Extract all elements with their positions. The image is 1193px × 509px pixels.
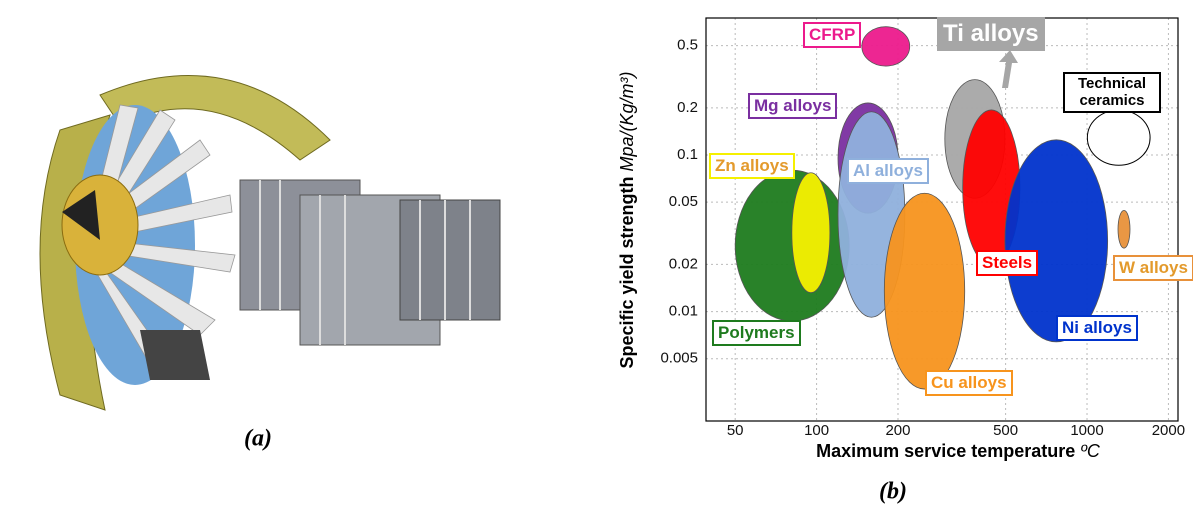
region-label: Technical ceramics bbox=[1063, 72, 1161, 113]
region bbox=[883, 192, 966, 390]
region-label: Zn alloys bbox=[709, 153, 795, 179]
region-label: Cu alloys bbox=[925, 370, 1013, 396]
region-label: Ti alloys bbox=[937, 17, 1045, 51]
x-axis-label: Maximum service temperature ºC bbox=[816, 441, 1101, 461]
x-tick-label: 2000 bbox=[1152, 422, 1185, 439]
region bbox=[1004, 139, 1109, 343]
ticks: 50 100 200 500 1000 2000 0.005 0.01 0.02 0.05 0.1 0… bbox=[660, 37, 1185, 439]
x-tick-label: 200 bbox=[885, 422, 910, 439]
x-tick-label: 1000 bbox=[1070, 422, 1103, 439]
caption-b: (b) bbox=[879, 479, 907, 505]
region-label: Ni alloys bbox=[1056, 315, 1138, 341]
region-label: Mg alloys bbox=[748, 93, 838, 119]
y-tick-label: 0.02 bbox=[669, 255, 698, 272]
y-label-text: Specific yield strength bbox=[617, 176, 637, 368]
x-tick-label: 50 bbox=[727, 422, 744, 439]
region bbox=[791, 172, 831, 294]
x-tick-label: 100 bbox=[804, 422, 829, 439]
y-tick-label: 0.005 bbox=[660, 350, 698, 367]
y-tick-label: 0.01 bbox=[669, 303, 698, 320]
caption-a: (a) bbox=[244, 426, 272, 452]
x-unit: ºC bbox=[1080, 441, 1101, 461]
y-tick-label: 0.5 bbox=[677, 37, 698, 54]
y-unit: Mpa/(Kg/m³) bbox=[617, 71, 637, 171]
arrow bbox=[999, 50, 1018, 88]
x-tick-label: 500 bbox=[993, 422, 1018, 439]
region-label: CFRP bbox=[803, 22, 862, 48]
x-label-text: Maximum service temperature bbox=[816, 441, 1075, 461]
engine-illustration bbox=[39, 74, 501, 411]
y-tick-label: 0.1 bbox=[677, 146, 698, 163]
region-label: Al alloys bbox=[847, 158, 929, 184]
region bbox=[1086, 109, 1151, 166]
region bbox=[1117, 209, 1131, 249]
regions bbox=[734, 26, 1151, 390]
y-tick-label: 0.2 bbox=[677, 99, 698, 116]
region-label: W alloys bbox=[1113, 255, 1193, 281]
y-axis-label: Specific yield strength Mpa/(Kg/m³) bbox=[617, 71, 637, 368]
region-label: Polymers bbox=[712, 320, 801, 346]
region bbox=[861, 26, 911, 67]
y-tick-label: 0.05 bbox=[669, 193, 698, 210]
region-label: Steels bbox=[976, 250, 1039, 276]
